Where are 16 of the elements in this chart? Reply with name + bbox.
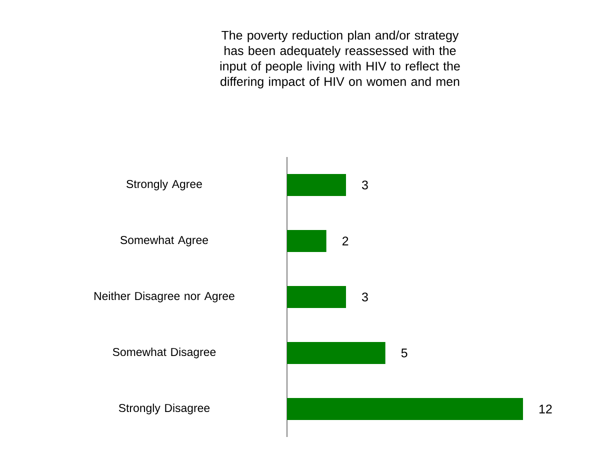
data-label: 5 xyxy=(401,348,408,358)
bar xyxy=(287,342,386,364)
y-tick-label: Somewhat Disagree xyxy=(112,348,216,358)
bar xyxy=(287,174,346,196)
y-tick-label: Neither Disagree nor Agree xyxy=(94,292,234,302)
data-label: 2 xyxy=(342,236,348,246)
data-label: 3 xyxy=(362,292,368,302)
bar xyxy=(287,398,524,420)
chart-title: The poverty reduction plan and/or strategy has been adequately reassessed with the input of people living with HIV to reflect the differing impact of HIV on women and men xyxy=(220,30,460,88)
bar xyxy=(287,286,346,308)
bar xyxy=(287,230,326,252)
y-tick-label: Strongly Disagree xyxy=(118,404,210,414)
data-label: 12 xyxy=(539,404,552,414)
y-tick-label: Strongly Agree xyxy=(126,180,202,190)
data-label: 3 xyxy=(362,180,368,190)
y-tick-label: Somewhat Agree xyxy=(120,236,208,246)
